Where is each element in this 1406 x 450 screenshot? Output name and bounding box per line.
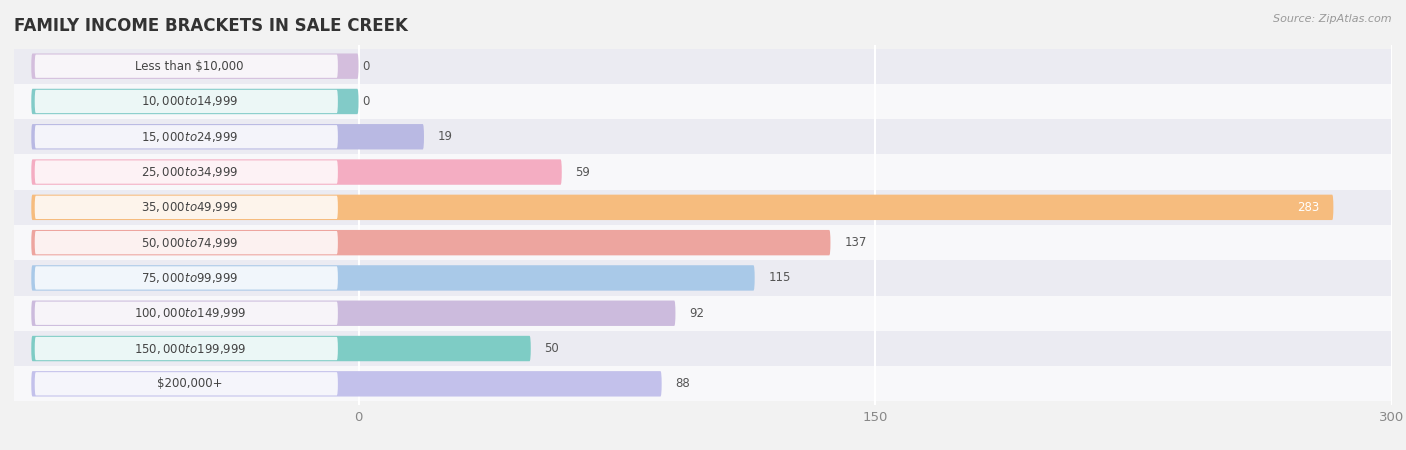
FancyBboxPatch shape: [35, 372, 337, 396]
Bar: [14, 366, 1392, 401]
FancyBboxPatch shape: [31, 89, 359, 114]
Text: 0: 0: [361, 60, 370, 73]
Bar: [14, 331, 1392, 366]
FancyBboxPatch shape: [35, 266, 337, 290]
Text: 137: 137: [844, 236, 866, 249]
Text: 283: 283: [1298, 201, 1320, 214]
Bar: [14, 225, 1392, 260]
Text: 19: 19: [437, 130, 453, 143]
Text: $75,000 to $99,999: $75,000 to $99,999: [141, 271, 239, 285]
FancyBboxPatch shape: [31, 371, 662, 396]
FancyBboxPatch shape: [31, 230, 831, 255]
FancyBboxPatch shape: [31, 195, 1333, 220]
FancyBboxPatch shape: [35, 231, 337, 254]
FancyBboxPatch shape: [31, 54, 359, 79]
Bar: [14, 49, 1392, 84]
Text: $100,000 to $149,999: $100,000 to $149,999: [134, 306, 246, 320]
FancyBboxPatch shape: [35, 160, 337, 184]
FancyBboxPatch shape: [35, 302, 337, 325]
Bar: [14, 154, 1392, 190]
FancyBboxPatch shape: [35, 54, 337, 78]
Text: 92: 92: [689, 307, 704, 320]
Text: 50: 50: [544, 342, 560, 355]
Text: 59: 59: [575, 166, 591, 179]
FancyBboxPatch shape: [35, 196, 337, 219]
Text: 0: 0: [361, 95, 370, 108]
Text: FAMILY INCOME BRACKETS IN SALE CREEK: FAMILY INCOME BRACKETS IN SALE CREEK: [14, 17, 408, 35]
FancyBboxPatch shape: [35, 125, 337, 148]
Bar: [14, 190, 1392, 225]
Bar: [14, 119, 1392, 154]
Text: $15,000 to $24,999: $15,000 to $24,999: [141, 130, 239, 144]
FancyBboxPatch shape: [31, 336, 531, 361]
FancyBboxPatch shape: [35, 90, 337, 113]
Bar: [14, 296, 1392, 331]
Text: $25,000 to $34,999: $25,000 to $34,999: [141, 165, 239, 179]
Text: Source: ZipAtlas.com: Source: ZipAtlas.com: [1274, 14, 1392, 23]
Text: $150,000 to $199,999: $150,000 to $199,999: [134, 342, 246, 356]
FancyBboxPatch shape: [31, 265, 755, 291]
Bar: [14, 84, 1392, 119]
FancyBboxPatch shape: [31, 301, 675, 326]
Text: 88: 88: [675, 377, 690, 390]
Text: $10,000 to $14,999: $10,000 to $14,999: [141, 94, 239, 108]
Text: $35,000 to $49,999: $35,000 to $49,999: [141, 200, 239, 214]
Text: $200,000+: $200,000+: [157, 377, 222, 390]
FancyBboxPatch shape: [35, 337, 337, 360]
Text: 115: 115: [769, 271, 790, 284]
FancyBboxPatch shape: [31, 159, 562, 185]
Bar: [14, 260, 1392, 296]
Text: $50,000 to $74,999: $50,000 to $74,999: [141, 236, 239, 250]
FancyBboxPatch shape: [31, 124, 425, 149]
Text: Less than $10,000: Less than $10,000: [135, 60, 245, 73]
